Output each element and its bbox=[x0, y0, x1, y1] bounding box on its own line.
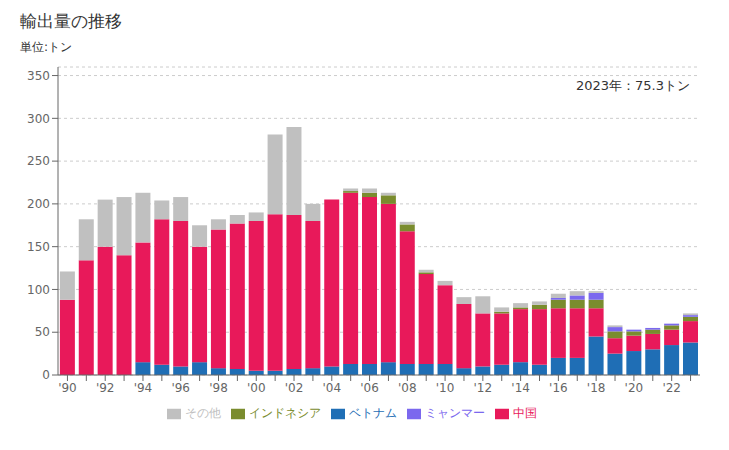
html-text:2023年：75.3トン: 2023年：75.3トン bbox=[576, 78, 690, 93]
svg-text:'02: '02 bbox=[285, 381, 304, 395]
svg-text:'12: '12 bbox=[474, 381, 493, 395]
svg-text:'92: '92 bbox=[96, 381, 115, 395]
svg-text:'98: '98 bbox=[209, 381, 228, 395]
svg-text:200: 200 bbox=[27, 197, 50, 211]
svg-text:0: 0 bbox=[42, 368, 50, 382]
svg-text:'08: '08 bbox=[398, 381, 417, 395]
html-text:その他: その他 bbox=[184, 406, 221, 420]
svg-text:50: 50 bbox=[35, 325, 50, 339]
svg-text:150: 150 bbox=[27, 240, 50, 254]
svg-text:'04: '04 bbox=[323, 381, 342, 395]
svg-text:300: 300 bbox=[27, 112, 50, 126]
svg-text:350: 350 bbox=[27, 69, 50, 83]
svg-text:'06: '06 bbox=[360, 381, 379, 395]
html-text:インドネシア: インドネシア bbox=[248, 406, 321, 420]
html-text:中国: 中国 bbox=[512, 406, 537, 420]
html-text:ミャンマー: ミャンマー bbox=[424, 406, 485, 420]
svg-text:'18: '18 bbox=[587, 381, 606, 395]
svg-text:'22: '22 bbox=[662, 381, 681, 395]
svg-text:'14: '14 bbox=[511, 381, 530, 395]
svg-text:'96: '96 bbox=[171, 381, 190, 395]
html-text:単位:トン: 単位:トン bbox=[20, 40, 72, 54]
svg-text:'20: '20 bbox=[625, 381, 644, 395]
svg-text:'16: '16 bbox=[549, 381, 568, 395]
svg-text:'00: '00 bbox=[247, 381, 266, 395]
svg-text:'90: '90 bbox=[58, 381, 77, 395]
html-text:ベトナム: ベトナム bbox=[348, 406, 397, 420]
html-text:輸出量の推移: 輸出量の推移 bbox=[20, 11, 122, 31]
svg-text:100: 100 bbox=[27, 283, 50, 297]
svg-text:'94: '94 bbox=[134, 381, 153, 395]
svg-text:'10: '10 bbox=[436, 381, 455, 395]
svg-text:250: 250 bbox=[27, 154, 50, 168]
